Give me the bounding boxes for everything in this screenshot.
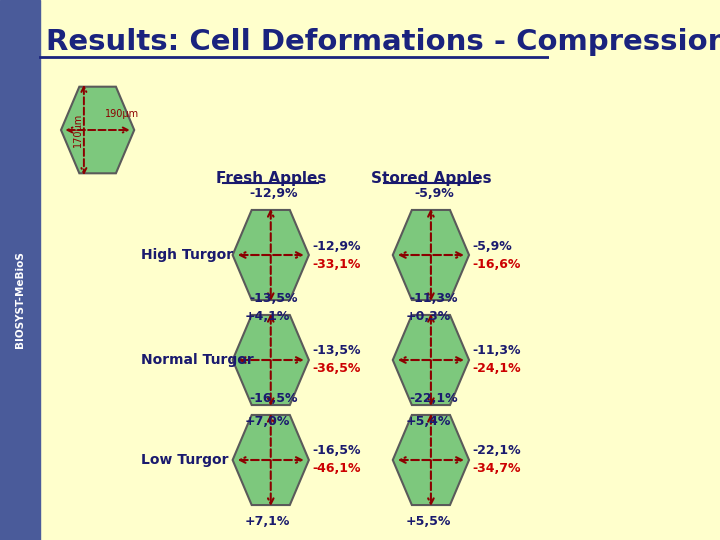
- Text: Normal Turgor: Normal Turgor: [141, 353, 254, 367]
- Text: -33,1%: -33,1%: [312, 258, 361, 271]
- Text: +4,1%: +4,1%: [245, 310, 290, 323]
- Text: -16,5%: -16,5%: [312, 444, 361, 457]
- Polygon shape: [61, 87, 134, 173]
- Text: -16,6%: -16,6%: [473, 258, 521, 271]
- Text: -5,9%: -5,9%: [473, 240, 513, 253]
- Text: -12,9%: -12,9%: [250, 187, 298, 200]
- Text: -13,5%: -13,5%: [312, 345, 361, 357]
- Text: -5,9%: -5,9%: [414, 187, 454, 200]
- Text: -11,3%: -11,3%: [410, 292, 458, 305]
- Text: -11,3%: -11,3%: [473, 345, 521, 357]
- Text: -12,9%: -12,9%: [312, 240, 361, 253]
- Text: 170μm: 170μm: [73, 113, 83, 147]
- Text: Results: Cell Deformations - Compression: Results: Cell Deformations - Compression: [46, 28, 720, 56]
- Text: -36,5%: -36,5%: [312, 362, 361, 375]
- Text: High Turgor: High Turgor: [141, 248, 233, 262]
- Text: 190μm: 190μm: [105, 109, 140, 119]
- Bar: [0, 0, 40, 540]
- Text: -46,1%: -46,1%: [312, 462, 361, 476]
- Polygon shape: [233, 210, 309, 300]
- Polygon shape: [393, 210, 469, 300]
- Text: +7,0%: +7,0%: [245, 415, 290, 428]
- Text: +7,1%: +7,1%: [245, 515, 290, 528]
- Text: +0,3%: +0,3%: [405, 310, 451, 323]
- Text: -24,1%: -24,1%: [473, 362, 521, 375]
- Polygon shape: [233, 415, 309, 505]
- Polygon shape: [233, 315, 309, 405]
- Polygon shape: [393, 315, 469, 405]
- Text: BIOSYST-MeBioS: BIOSYST-MeBioS: [15, 252, 24, 348]
- Text: +5,4%: +5,4%: [405, 415, 451, 428]
- Text: -16,5%: -16,5%: [250, 392, 298, 405]
- Text: Fresh Apples: Fresh Apples: [215, 171, 326, 186]
- Text: -22,1%: -22,1%: [473, 444, 521, 457]
- Text: +5,5%: +5,5%: [405, 515, 451, 528]
- Text: -22,1%: -22,1%: [410, 392, 458, 405]
- Text: Low Turgor: Low Turgor: [141, 453, 228, 467]
- Text: -13,5%: -13,5%: [250, 292, 298, 305]
- Text: Stored Apples: Stored Apples: [371, 171, 491, 186]
- Text: -34,7%: -34,7%: [473, 462, 521, 476]
- Polygon shape: [393, 415, 469, 505]
